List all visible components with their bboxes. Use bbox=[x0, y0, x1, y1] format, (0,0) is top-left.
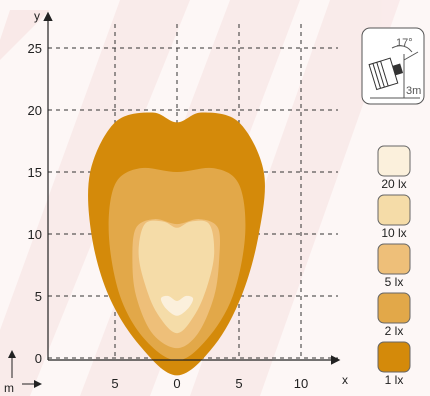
y-tick-label-0: 0 bbox=[35, 351, 42, 366]
isolux-contour-10lx bbox=[138, 220, 215, 334]
x-tick-label-1: 0 bbox=[173, 376, 180, 391]
legend-swatch-10lx bbox=[377, 194, 411, 226]
legend-swatch-1lx bbox=[377, 341, 411, 373]
x-tick-label-2: 5 bbox=[235, 376, 242, 391]
isolux-contour-20lx bbox=[160, 295, 194, 316]
floodlight-icon bbox=[368, 57, 404, 91]
y-tick-label-3: 15 bbox=[28, 165, 42, 180]
legend-label-5lx: 5 lx bbox=[385, 275, 404, 289]
y-tick-label-2: 10 bbox=[28, 227, 42, 242]
axes: y x bbox=[34, 9, 348, 387]
tilt-label: 17° bbox=[396, 37, 413, 49]
height-label: 3m bbox=[406, 85, 421, 97]
y-axis-label: y bbox=[34, 9, 40, 23]
legend-label-2lx: 2 lx bbox=[385, 324, 404, 338]
tilt-arc bbox=[391, 45, 413, 53]
unit-label: m bbox=[4, 381, 14, 395]
y-tick-label-5: 25 bbox=[28, 41, 42, 56]
mounting-diagram: 17° 3m bbox=[361, 27, 425, 105]
legend-label-10lx: 10 lx bbox=[381, 226, 406, 240]
isolux-contours bbox=[88, 112, 265, 376]
legend-swatch-5lx bbox=[377, 243, 411, 275]
legend: 20 lx 10 lx 5 lx 2 lx 1 lx bbox=[377, 145, 411, 387]
tick-labels: 5 0 5 10 0 5 10 15 20 25 bbox=[28, 41, 309, 391]
x-tick-label-0: 5 bbox=[111, 376, 118, 391]
legend-swatch-20lx bbox=[377, 145, 411, 177]
tilt-line bbox=[403, 51, 419, 61]
legend-label-1lx: 1 lx bbox=[385, 373, 404, 387]
y-tick-label-4: 20 bbox=[28, 103, 42, 118]
legend-label-20lx: 20 lx bbox=[381, 177, 406, 191]
y-tick-label-1: 5 bbox=[35, 289, 42, 304]
x-tick-label-3: 10 bbox=[294, 376, 308, 391]
x-axis-label: x bbox=[342, 373, 348, 387]
legend-swatch-2lx bbox=[377, 292, 411, 324]
unit-indicator: m bbox=[4, 350, 42, 395]
